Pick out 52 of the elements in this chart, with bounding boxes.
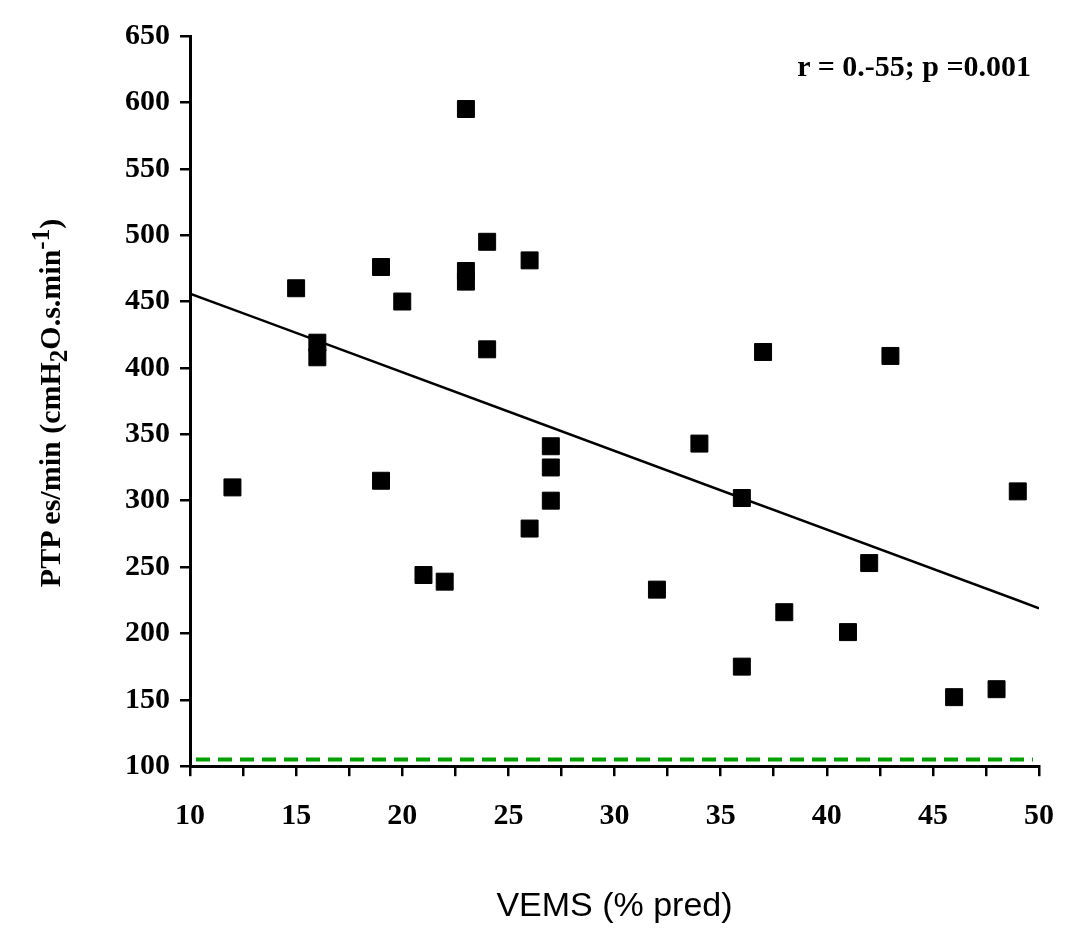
x-tick-label: 25 <box>493 796 524 830</box>
x-axis-title: VEMS (% pred) <box>496 884 733 923</box>
y-tick-label: 250 <box>125 547 170 581</box>
y-tick-label: 500 <box>125 215 170 249</box>
x-tick-label: 10 <box>175 796 205 830</box>
point <box>541 491 560 510</box>
x-tick-label: 20 <box>387 796 418 830</box>
point <box>732 657 751 676</box>
point <box>223 478 242 497</box>
x-tick-label: 50 <box>1024 796 1054 830</box>
point <box>478 232 497 251</box>
point <box>987 680 1006 699</box>
point <box>456 100 475 119</box>
point <box>860 554 879 573</box>
y-tick-label: 300 <box>125 481 170 515</box>
point <box>414 566 433 585</box>
y-tick-label: 450 <box>125 282 170 316</box>
x-tick-label: 45 <box>917 796 948 830</box>
point <box>838 623 857 642</box>
y-tick-label: 150 <box>125 680 170 714</box>
point <box>478 340 497 359</box>
point <box>1008 482 1027 501</box>
point <box>732 489 751 507</box>
point <box>372 258 391 276</box>
point <box>775 603 794 622</box>
x-tick-label: 35 <box>705 796 736 830</box>
x-tick-label: 15 <box>281 796 312 830</box>
point <box>287 279 306 298</box>
point <box>520 251 539 270</box>
y-tick-label: 100 <box>125 746 170 780</box>
point <box>647 580 666 599</box>
y-tick-label: 600 <box>125 83 170 117</box>
y-tick-label: 200 <box>125 614 170 648</box>
point <box>754 342 773 361</box>
point <box>520 519 539 538</box>
point <box>690 434 709 453</box>
point <box>435 572 454 591</box>
x-tick-label: 30 <box>599 796 630 830</box>
annotation: r = 0.-55; p =0.001 <box>797 49 1031 82</box>
point <box>372 471 391 490</box>
point <box>541 437 560 456</box>
point <box>881 346 900 365</box>
y-tick-label: 650 <box>125 16 170 50</box>
x-tick-label: 40 <box>811 796 842 830</box>
point <box>308 348 327 367</box>
point <box>541 458 560 477</box>
point <box>456 272 475 291</box>
y-tick-label: 400 <box>125 348 170 382</box>
point <box>945 688 964 707</box>
y-tick-label: 550 <box>125 149 170 183</box>
y-tick-label: 350 <box>125 415 170 449</box>
point <box>393 292 412 311</box>
